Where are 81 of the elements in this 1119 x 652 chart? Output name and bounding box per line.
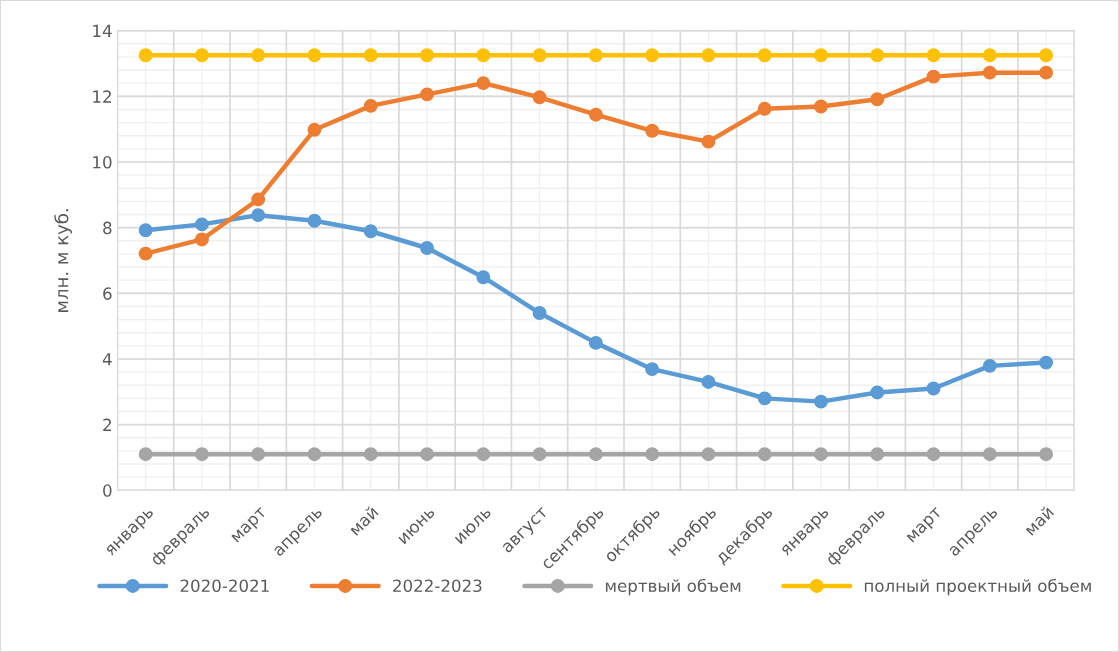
point [870,385,885,400]
point [588,107,603,122]
point [420,87,434,102]
point [307,447,322,462]
point [532,306,547,320]
point [814,394,828,409]
point [307,48,322,63]
y-axis-title: млн. м куб. [54,209,72,312]
point [532,90,547,105]
point [138,48,153,63]
point [1039,48,1054,63]
point [307,122,322,137]
point [476,447,491,462]
point [701,375,716,389]
point [138,447,153,462]
y-tick-label: 4 [102,353,112,366]
point [814,48,828,63]
point [926,48,941,63]
point [194,217,209,232]
point [194,232,209,247]
point [251,48,266,63]
point [701,134,716,149]
point [982,65,997,80]
point [420,241,434,255]
point [814,99,828,114]
point [1039,355,1054,370]
legend-label: 2020-2021 [180,579,269,593]
point [476,48,491,63]
point [701,48,716,63]
point [814,447,828,462]
point [363,224,378,239]
point [926,447,941,462]
y-tick-label: 10 [93,155,112,169]
legend-label: полный проектный объем [864,578,1091,596]
point [532,48,547,63]
point [645,447,660,462]
point [701,447,716,462]
point [645,123,660,138]
point [476,76,491,91]
point [870,92,885,107]
point [194,447,209,462]
point [757,447,772,462]
point [757,391,772,406]
point [588,48,603,63]
point [870,48,885,63]
point [363,98,378,113]
point [194,48,209,63]
point [138,223,153,238]
point [926,381,941,396]
point [588,447,603,462]
point [420,48,434,63]
y-tick-label: 6 [103,287,112,300]
point [645,362,660,377]
point [476,270,491,285]
point [757,101,772,116]
point [982,447,997,462]
point [532,447,547,462]
y-tick-label: 14 [93,24,112,37]
point [1039,65,1054,80]
y-tick-label: 2 [103,418,111,431]
point [926,69,941,84]
point [982,358,997,373]
point [588,335,603,350]
y-tick-label: 12 [93,90,111,103]
point [307,213,322,228]
point [251,192,266,207]
point [251,447,266,462]
point [138,246,153,261]
point [251,208,266,223]
point [757,48,772,63]
legend-label: мертвый объем [605,578,741,596]
point [1039,447,1054,462]
point [870,447,885,462]
point [982,48,997,63]
legend-label: 2022-2023 [393,579,482,593]
point [645,48,660,63]
point [363,447,378,462]
y-tick-label: 0 [103,484,112,497]
y-tick-label: 8 [103,221,112,235]
point [363,48,378,63]
point [420,447,434,462]
